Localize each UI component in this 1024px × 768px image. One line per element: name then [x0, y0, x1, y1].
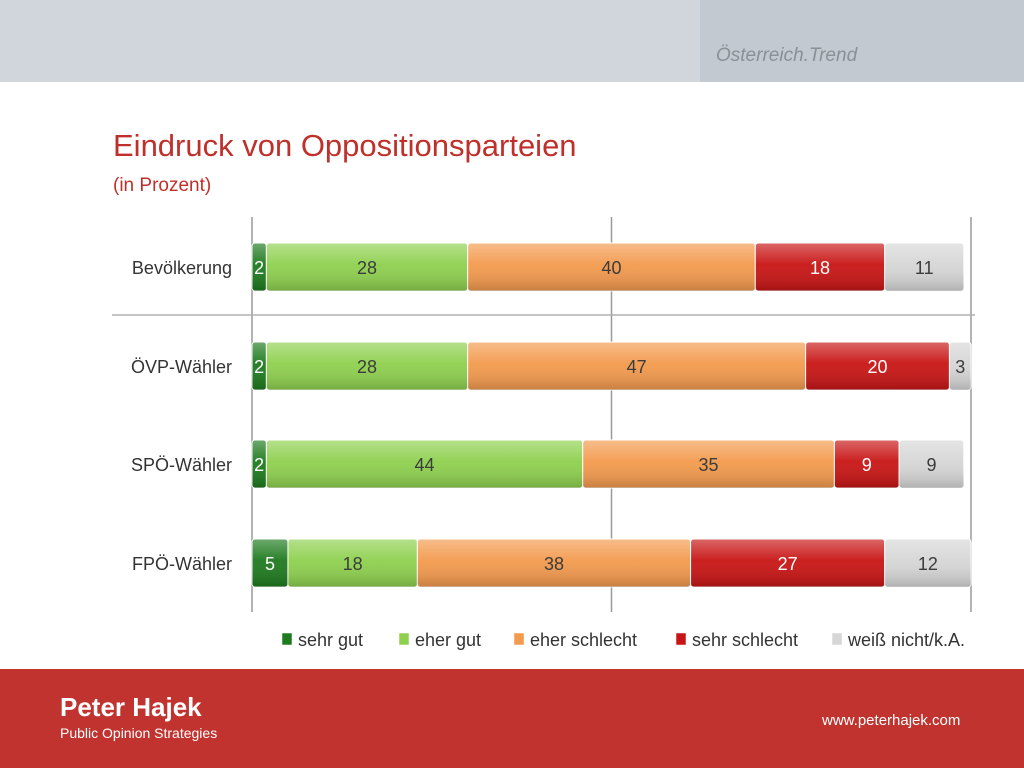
data-label: 18 [343, 554, 363, 574]
header-band [0, 0, 700, 82]
bar-segment-shade [949, 342, 971, 390]
legend-label: eher schlecht [530, 630, 637, 650]
category-label: SPÖ-Wähler [131, 455, 232, 475]
bar-segment-shade [417, 539, 691, 587]
bar-segment-shade [252, 243, 267, 291]
bar-segment-shade [266, 243, 468, 291]
category-label: Bevölkerung [132, 258, 232, 278]
data-label: 2 [254, 455, 264, 475]
bar-segment-shade [884, 539, 971, 587]
bar-segment-shade [899, 440, 964, 488]
data-label: 20 [868, 357, 888, 377]
data-label: 28 [357, 258, 377, 278]
footer-url-link[interactable]: www.peterhajek.com [822, 712, 961, 729]
data-label: 2 [254, 357, 264, 377]
data-label: 9 [862, 455, 872, 475]
category-label: ÖVP-Wähler [131, 357, 232, 377]
legend-swatch [398, 632, 410, 646]
bar-segment-shade [690, 539, 885, 587]
data-label: 2 [254, 258, 264, 278]
data-label: 35 [699, 455, 719, 475]
data-label: 28 [357, 357, 377, 377]
brand-trend-label: Österreich.Trend [716, 45, 858, 66]
legend-swatch [675, 632, 687, 646]
bar-segment-shade [287, 539, 418, 587]
bar-segment-shade [252, 539, 288, 587]
footer-band [0, 669, 1024, 768]
footer-company-name: Peter Hajek [60, 692, 202, 722]
data-label: 5 [265, 554, 275, 574]
bar-segment-shade [266, 440, 583, 488]
bar-segment-shade [252, 342, 267, 390]
bar-segment-shade [884, 243, 964, 291]
data-label: 44 [415, 455, 435, 475]
chart-subtitle: (in Prozent) [113, 175, 212, 196]
stacked-bar-chart: Bevölkerung 2 28 40 18 11 ÖVP-Wähler 2 28 47 20 3 SP… [112, 217, 975, 650]
bar-segment-shade [805, 342, 950, 390]
bar-segment-shade [582, 440, 835, 488]
bar-segment-shade [467, 342, 806, 390]
data-label: 47 [627, 357, 647, 377]
bar-segment-shade [755, 243, 885, 291]
legend-swatch [831, 632, 843, 646]
category-label: FPÖ-Wähler [132, 554, 232, 574]
chart-title: Eindruck von Oppositionsparteien [113, 128, 577, 163]
legend-swatch [513, 632, 525, 646]
data-label: 12 [918, 554, 938, 574]
bar-segment-shade [467, 243, 756, 291]
legend-label: weiß nicht/k.A. [847, 630, 965, 650]
data-label: 3 [955, 357, 965, 377]
bar-segment-shade [266, 342, 468, 390]
header-band-right [700, 0, 1024, 82]
data-label: 40 [601, 258, 621, 278]
data-label: 27 [778, 554, 798, 574]
legend-label: sehr gut [298, 630, 363, 650]
bar-segment-shade [834, 440, 900, 488]
footer-tagline: Public Opinion Strategies [60, 725, 218, 741]
data-label: 18 [810, 258, 830, 278]
legend-swatch [281, 632, 293, 646]
data-label: 9 [926, 455, 936, 475]
data-label: 11 [915, 258, 934, 278]
legend-label: sehr schlecht [692, 630, 798, 650]
data-label: 38 [544, 554, 564, 574]
legend-label: eher gut [415, 630, 481, 650]
bar-segment-shade [252, 440, 267, 488]
